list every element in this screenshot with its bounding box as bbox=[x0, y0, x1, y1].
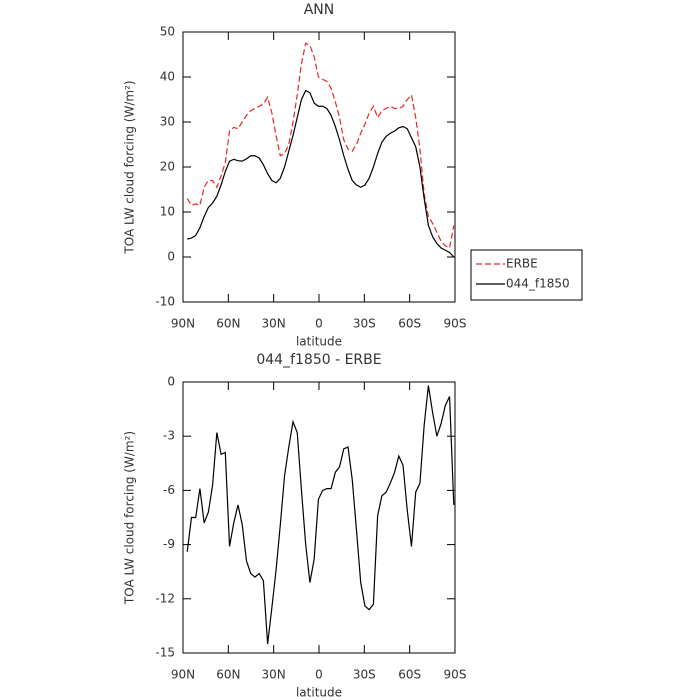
legend-label: 044_f1850 bbox=[506, 277, 570, 291]
x-tick-label: 60S bbox=[398, 668, 421, 682]
y-tick-label: -15 bbox=[155, 646, 175, 660]
x-tick-label: 60N bbox=[216, 668, 240, 682]
y-tick-label: -3 bbox=[163, 429, 175, 443]
x-tick-label: 30N bbox=[262, 668, 286, 682]
x-tick-label: 60N bbox=[216, 317, 240, 331]
y-tick-label: 50 bbox=[160, 25, 175, 39]
data-line bbox=[187, 89, 455, 258]
y-tick-label: 10 bbox=[160, 205, 175, 219]
chart-title: ANN bbox=[304, 2, 335, 18]
x-tick-label: 90N bbox=[171, 317, 195, 331]
y-tick-label: 30 bbox=[160, 115, 175, 129]
y-axis-label: TOA LW cloud forcing (W/m²) bbox=[123, 431, 137, 605]
plot-frame bbox=[182, 381, 456, 654]
x-tick-label: 30N bbox=[262, 317, 286, 331]
x-tick-label: 0 bbox=[315, 317, 323, 331]
x-axis-label: latitude bbox=[296, 686, 342, 700]
y-tick-label: 40 bbox=[160, 70, 175, 84]
x-tick-label: 0 bbox=[315, 668, 323, 682]
y-tick-label: 20 bbox=[160, 160, 175, 174]
y-tick-label: -10 bbox=[155, 295, 175, 309]
legend-box bbox=[470, 249, 583, 301]
x-tick-label: 60S bbox=[398, 317, 421, 331]
y-tick-label: -12 bbox=[155, 591, 175, 605]
x-axis-label: latitude bbox=[296, 335, 342, 349]
x-tick-label: 30S bbox=[353, 317, 376, 331]
x-tick-label: 90S bbox=[444, 668, 467, 682]
chart-title: 044_f1850 - ERBE bbox=[256, 352, 381, 368]
x-tick-label: 90S bbox=[444, 317, 467, 331]
y-axis-label: TOA LW cloud forcing (W/m²) bbox=[123, 80, 137, 254]
plot-frame bbox=[182, 31, 456, 303]
data-line bbox=[186, 385, 455, 645]
legend-label: ERBE bbox=[506, 257, 538, 271]
y-tick-label: -9 bbox=[163, 537, 175, 551]
y-tick-label: 0 bbox=[167, 375, 175, 389]
data-line bbox=[186, 42, 455, 249]
y-tick-label: 0 bbox=[167, 250, 175, 264]
x-tick-label: 90N bbox=[171, 668, 195, 682]
x-tick-label: 30S bbox=[353, 668, 376, 682]
y-tick-label: -6 bbox=[163, 483, 175, 497]
